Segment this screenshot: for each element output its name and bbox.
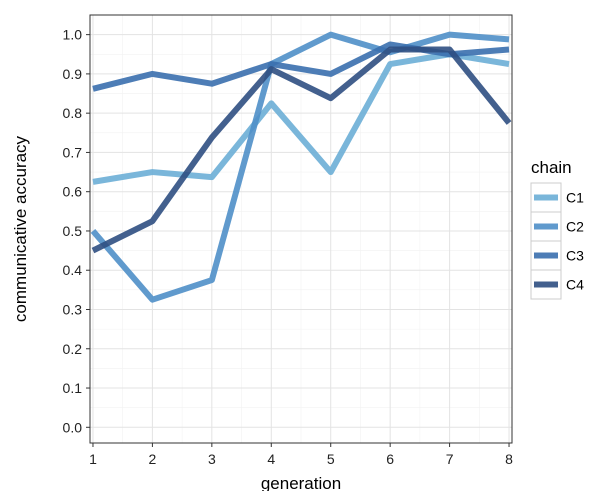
y-tick-label: 0.8: [63, 105, 83, 121]
y-tick-label: 0.3: [63, 301, 83, 317]
legend-title: chain: [531, 158, 572, 177]
x-tick-label: 7: [446, 451, 454, 467]
y-tick-label: 0.2: [63, 341, 83, 357]
x-tick-label: 8: [505, 451, 513, 467]
y-tick-label: 0.4: [63, 262, 83, 278]
plot-panel-border: [89, 14, 513, 444]
y-axis: 0.0 0.1 0.2 0.3 0.4 0.5 0.6 0.7 0.8 0.9 1.0: [63, 27, 90, 435]
x-axis-title: generation: [261, 474, 341, 491]
series-line-c3: [92, 41, 510, 92]
legend-label-c4: C4: [566, 277, 584, 293]
x-tick-label: 5: [327, 451, 335, 467]
x-tick-label: 6: [386, 451, 394, 467]
legend: chain C1 C2 C3 C4: [530, 158, 584, 300]
legend-label-c1: C1: [566, 190, 584, 206]
y-tick-label: 0.9: [63, 66, 83, 82]
legend-label-c3: C3: [566, 248, 584, 264]
y-tick-label: 0.7: [63, 144, 83, 160]
series-line-c1: [92, 51, 510, 185]
grid-minor-lines: [90, 15, 512, 443]
series-lines: [90, 31, 512, 303]
y-axis-title: communicative accuracy: [11, 135, 30, 322]
y-tick-label: 0.6: [63, 184, 83, 200]
series-line-c2: [90, 31, 510, 303]
x-axis: 1 2 3 4 5 6 7 8: [89, 443, 513, 467]
x-tick-label: 2: [149, 451, 157, 467]
x-tick-label: 3: [208, 451, 216, 467]
legend-label-c2: C2: [566, 219, 584, 235]
x-tick-label: 1: [89, 451, 97, 467]
y-tick-label: 0.0: [63, 419, 83, 435]
series-line-c4: [91, 46, 512, 254]
y-tick-label: 1.0: [63, 27, 83, 43]
y-tick-label: 0.5: [63, 223, 83, 239]
x-tick-label: 4: [267, 451, 275, 467]
y-tick-label: 0.1: [63, 380, 83, 396]
